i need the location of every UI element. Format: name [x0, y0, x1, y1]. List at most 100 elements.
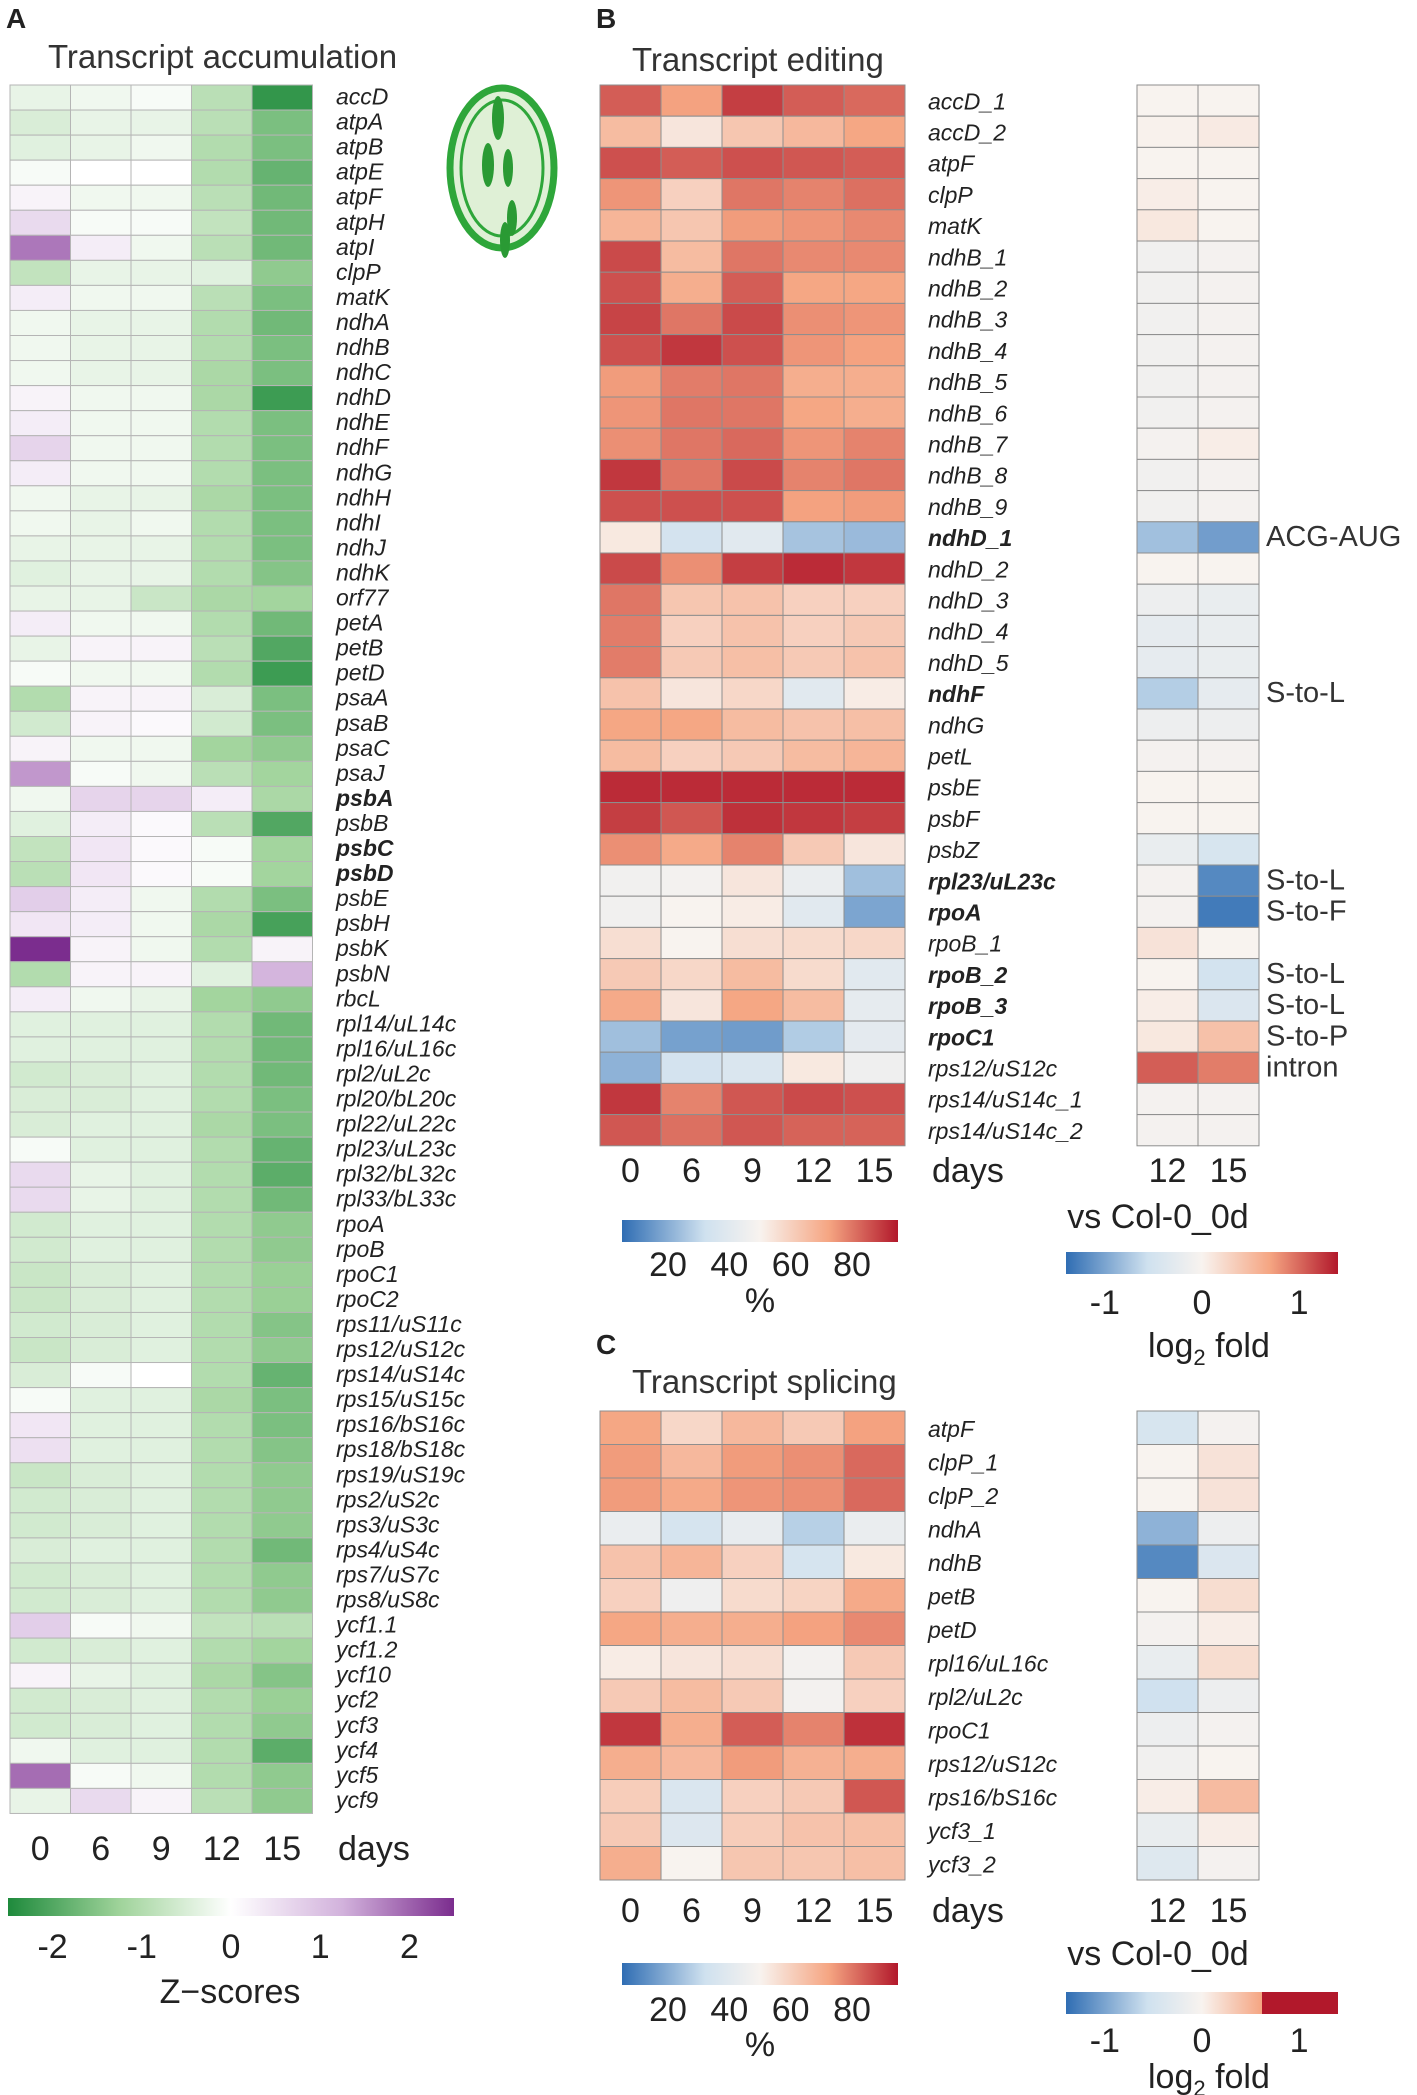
cell-a-rps18/bS18c-0: [9, 1437, 71, 1464]
cell-b-rpoC1-0: [599, 1020, 662, 1053]
cell-b-ndhB_8-0: [599, 458, 662, 492]
cell-a-petD-15: [251, 660, 313, 687]
colorbar-tick: 40: [710, 1991, 748, 2029]
cell-c-rpoC1-9: [721, 1712, 784, 1747]
cell-a-rpl23/uL23c-9: [130, 1136, 192, 1163]
panel-a-cells: [9, 84, 313, 1814]
cell-a-rps12/uS12c-9: [130, 1337, 192, 1364]
gene-label: rps12/uS12c: [928, 1751, 1058, 1777]
fold-cell-c-ndhA-15: [1197, 1511, 1260, 1546]
cell-a-ycf10-6: [70, 1662, 132, 1689]
x-tick: 6: [682, 1152, 701, 1190]
gene-label: psbA: [335, 785, 394, 811]
fold-cell-c-petD-12: [1136, 1611, 1199, 1646]
cell-c-rps12/uS12c-9: [721, 1745, 784, 1780]
cell-a-psbD-15: [251, 861, 313, 888]
cell-a-rpl14/uL14c-9: [130, 1011, 192, 1038]
fold-cell-b-ndhB_8-15: [1197, 458, 1260, 492]
cell-a-psbN-15: [251, 961, 313, 988]
fold-cell-c-rpl2/uL2c-15: [1197, 1678, 1260, 1713]
cell-a-rps12/uS12c-6: [70, 1337, 132, 1364]
cell-b-ndhD_3-0: [599, 583, 662, 616]
gene-label: ndhB_4: [928, 338, 1007, 364]
gene-label: rpoB_1: [928, 931, 1002, 957]
gene-label: accD: [336, 84, 388, 110]
gene-label: petA: [335, 610, 383, 636]
cell-a-ndhC-6: [70, 360, 132, 387]
cell-a-rpl33/bL33c-6: [70, 1186, 132, 1213]
fold-colorbar-tick: 0: [1193, 2022, 1212, 2060]
cell-a-atpB-12: [191, 134, 253, 161]
cell-a-rps14/uS14c-15: [251, 1362, 313, 1389]
cell-a-psbK-12: [191, 936, 253, 963]
gene-label: orf77: [336, 585, 390, 611]
cell-a-psaC-15: [251, 735, 313, 762]
cell-b-psbF-15: [843, 802, 906, 835]
cell-b-rps14/uS14c_1-6: [660, 1082, 723, 1116]
gene-label: accD_1: [928, 88, 1006, 114]
cell-c-rpl16/uL16c-6: [660, 1645, 723, 1680]
cell-b-ndhG-9: [721, 708, 784, 741]
cell-a-rps7/uS7c-0: [9, 1562, 71, 1589]
panel-b-colorbar-label: %: [745, 1282, 775, 1320]
cell-a-ndhK-6: [70, 560, 132, 587]
cell-a-psbH-15: [251, 911, 313, 938]
panel-b-colorbar: [622, 1220, 898, 1242]
cell-b-rps12/uS12c-6: [660, 1051, 723, 1084]
cell-a-psbC-15: [251, 836, 313, 863]
gene-label: matK: [336, 284, 391, 310]
cell-b-ndhD_2-6: [660, 552, 723, 585]
cell-a-ycf3-9: [130, 1712, 192, 1739]
cell-a-ycf4-0: [9, 1737, 71, 1764]
cell-a-psbH-12: [191, 911, 253, 938]
cell-a-ycf2-9: [130, 1687, 192, 1714]
cell-a-ycf3-15: [251, 1712, 313, 1739]
gene-label: atpF: [928, 151, 976, 177]
cell-c-clpP_2-9: [721, 1477, 784, 1512]
cell-b-ndhB_5-12: [782, 365, 845, 398]
cell-b-rps14/uS14c_1-9: [721, 1082, 784, 1116]
cell-b-ndhB_1-6: [660, 240, 723, 273]
cell-a-rpl22/uL22c-0: [9, 1111, 71, 1138]
fold-cell-b-ndhD_2-12: [1136, 552, 1199, 585]
cell-a-atpH-12: [191, 209, 253, 236]
cell-b-rps12/uS12c-9: [721, 1051, 784, 1084]
panel-b-colorbar-ticks: 20 40 60 80: [649, 1246, 871, 1284]
cell-b-ndhD_2-15: [843, 552, 906, 585]
cell-a-ycf10-15: [251, 1662, 313, 1689]
cell-a-rps4/uS4c-12: [191, 1537, 253, 1564]
cell-b-psbE-15: [843, 770, 906, 804]
cell-b-ndhD_4-12: [782, 614, 845, 648]
cell-a-petB-9: [130, 635, 192, 662]
fold-cell-b-ndhB_4-15: [1197, 334, 1260, 367]
cell-b-rps14/uS14c_2-9: [721, 1114, 784, 1147]
fold-x-tick: 12: [1149, 1892, 1187, 1930]
cell-b-rps14/uS14c_1-0: [599, 1082, 662, 1116]
cell-a-rpl33/bL33c-9: [130, 1186, 192, 1213]
cell-b-ndhD_5-0: [599, 646, 662, 679]
cell-a-psbN-0: [9, 961, 71, 988]
cell-b-ndhB_5-0: [599, 365, 662, 398]
cell-a-ycf2-15: [251, 1687, 313, 1714]
cell-b-ndhB_3-0: [599, 302, 662, 336]
gene-label: ndhD: [336, 384, 391, 410]
cell-b-accD_1-0: [599, 84, 662, 117]
cell-c-ndhB-6: [660, 1544, 723, 1579]
cell-c-clpP_1-12: [782, 1444, 845, 1479]
cell-a-clpP-9: [130, 259, 192, 286]
x-tick: 9: [152, 1830, 171, 1868]
cell-a-psbB-6: [70, 810, 132, 838]
cell-b-psbE-9: [721, 770, 784, 804]
cell-a-psbH-6: [70, 911, 132, 938]
fold-cell-c-ycf3_2-12: [1136, 1846, 1199, 1881]
cell-a-ndhJ-6: [70, 535, 132, 562]
cell-b-ndhB_6-0: [599, 396, 662, 429]
fold-cell-b-rpl23/uL23c-15: [1197, 864, 1260, 897]
cell-b-ndhB_1-12: [782, 240, 845, 273]
cell-c-atpF-0: [599, 1410, 662, 1445]
gene-label: ndhB: [336, 334, 390, 360]
cell-a-rps8/uS8c-9: [130, 1587, 192, 1614]
cell-a-ndhJ-12: [191, 535, 253, 562]
cell-b-petL-12: [782, 739, 845, 772]
fold-cell-b-ndhD_5-15: [1197, 646, 1260, 679]
